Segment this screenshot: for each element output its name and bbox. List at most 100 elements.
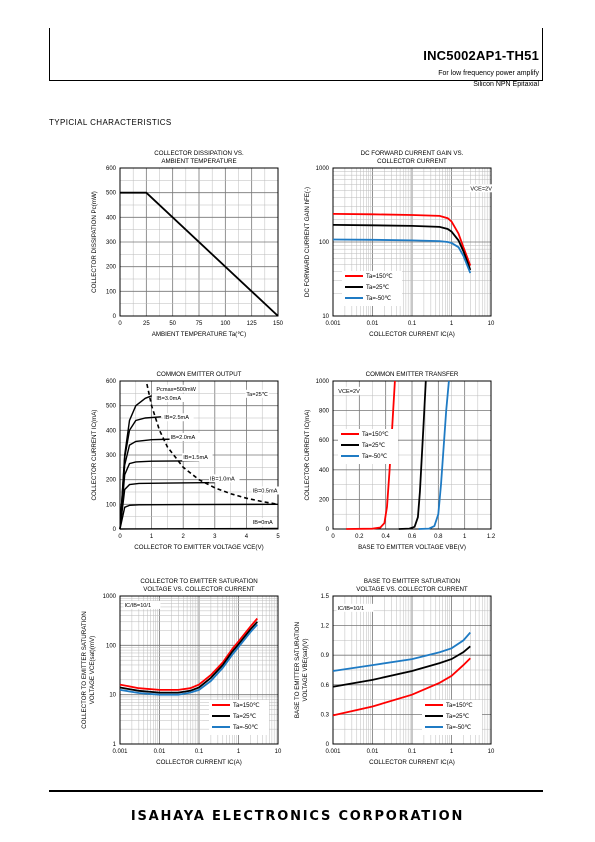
annotation-bg bbox=[245, 389, 270, 398]
x-tick-label: 2 bbox=[182, 534, 186, 540]
x-tick-label: 100 bbox=[220, 321, 231, 327]
y-tick-label: 0 bbox=[326, 742, 330, 748]
x-axis-label: COLLECTOR CURRENT IC(A) bbox=[369, 759, 455, 766]
chart-title: COLLECTOR TO EMITTER SATURATION bbox=[140, 578, 257, 585]
annotation-bg bbox=[155, 384, 196, 393]
annotation-bg bbox=[155, 393, 186, 402]
legend-label: Ta=25℃ bbox=[366, 285, 390, 291]
annotation-label: VCE=2V bbox=[470, 186, 492, 192]
chart-title: VOLTAGE VS. COLLECTOR CURRENT bbox=[356, 586, 468, 593]
x-tick-label: 50 bbox=[169, 321, 176, 327]
y-tick-label: 0 bbox=[113, 314, 117, 320]
y-tick-label: 1000 bbox=[316, 166, 330, 172]
x-tick-label: 1 bbox=[150, 534, 154, 540]
y-axis-label: DC FORWARD CURRENT GAIN hFE(-) bbox=[304, 187, 311, 297]
y-tick-label: 500 bbox=[106, 191, 117, 197]
x-tick-label: 0.01 bbox=[367, 749, 379, 755]
chart-title: COMMON EMITTER OUTPUT bbox=[157, 371, 242, 378]
y-tick-label: 100 bbox=[106, 289, 117, 295]
x-tick-label: 10 bbox=[275, 749, 282, 755]
x-tick-label: 1 bbox=[463, 534, 467, 540]
annotation-label: IC/IB=10/1 bbox=[125, 603, 152, 609]
annotation-bg bbox=[336, 603, 374, 612]
legend-label: Ta=150℃ bbox=[233, 703, 260, 709]
series-line bbox=[398, 380, 427, 530]
y-axis-label: COLLECTOR CURRENT IC(mA) bbox=[91, 410, 98, 501]
x-tick-label: 0.6 bbox=[408, 534, 417, 540]
series-line bbox=[119, 503, 279, 530]
description-line-1: For low frequency power amplify bbox=[438, 70, 539, 77]
x-tick-label: 10 bbox=[488, 749, 495, 755]
footer-rule bbox=[49, 790, 543, 792]
x-tick-label: 3 bbox=[213, 534, 217, 540]
annotation-bg bbox=[182, 453, 213, 462]
legend-label: Ta=-50℃ bbox=[233, 725, 259, 731]
y-tick-label: 100 bbox=[106, 502, 117, 508]
annotation-label: IB=1.0mA bbox=[210, 476, 235, 482]
x-axis-label: COLLECTOR CURRENT IC(A) bbox=[369, 331, 455, 338]
annotation-label: IB=0mA bbox=[253, 520, 273, 526]
x-tick-label: 75 bbox=[196, 321, 203, 327]
y-tick-label: 0.3 bbox=[321, 712, 330, 718]
y-tick-label: 1000 bbox=[103, 594, 117, 600]
part-number: INC5002AP1-TH51 bbox=[423, 48, 539, 63]
x-tick-label: 0 bbox=[118, 534, 122, 540]
x-tick-label: 0.01 bbox=[154, 749, 166, 755]
y-tick-label: 10 bbox=[322, 314, 329, 320]
x-axis-label: COLLECTOR CURRENT IC(A) bbox=[156, 759, 242, 766]
x-tick-label: 1 bbox=[450, 749, 454, 755]
series-line bbox=[119, 621, 258, 694]
chart-title: COLLECTOR DISSIPATION VS. bbox=[154, 150, 244, 157]
annotation-bg bbox=[469, 184, 494, 193]
annotation-bg bbox=[169, 432, 200, 441]
legend-label: Ta=-50℃ bbox=[362, 454, 388, 460]
legend-label: Ta=150℃ bbox=[446, 703, 473, 709]
chart-title: BASE TO EMITTER SATURATION bbox=[364, 578, 460, 585]
annotation-label: Ta=25℃ bbox=[246, 392, 268, 398]
y-tick-label: 0.9 bbox=[321, 653, 330, 659]
series-line bbox=[119, 438, 177, 530]
series-line bbox=[146, 383, 279, 506]
legend-label: Ta=150℃ bbox=[366, 274, 393, 280]
header-rule bbox=[49, 80, 543, 81]
plot-frame bbox=[332, 380, 492, 530]
x-tick-label: 1 bbox=[450, 321, 454, 327]
annotation-label: IB=2.0mA bbox=[171, 435, 196, 441]
chart-title: DC FORWARD CURRENT GAIN VS. bbox=[361, 150, 464, 157]
x-tick-label: 125 bbox=[247, 321, 258, 327]
plot-frame bbox=[119, 167, 279, 317]
x-tick-label: 25 bbox=[143, 321, 150, 327]
annotation-label: IB=3.0mA bbox=[156, 396, 181, 402]
x-tick-label: 1.2 bbox=[487, 534, 496, 540]
y-tick-label: 400 bbox=[106, 428, 117, 434]
y-axis-label: COLLECTOR CURRENT IC(mA) bbox=[304, 410, 311, 501]
annotation-bg bbox=[163, 413, 194, 422]
y-tick-label: 200 bbox=[106, 478, 117, 484]
x-axis-label: COLLECTOR TO EMITTER VOLTAGE VCE(V) bbox=[134, 544, 263, 551]
y-axis-label: VOLTAGE VBE(sat)(V) bbox=[302, 638, 309, 701]
legend-label: Ta=25℃ bbox=[233, 714, 257, 720]
x-axis-label: BASE TO EMITTER VOLTAGE VBE(V) bbox=[358, 544, 466, 551]
plot-frame bbox=[332, 595, 492, 745]
x-tick-label: 0.1 bbox=[408, 749, 417, 755]
legend-label: Ta=150℃ bbox=[362, 432, 389, 438]
y-tick-label: 100 bbox=[319, 240, 330, 246]
y-tick-label: 300 bbox=[106, 453, 117, 459]
chart-title: AMBIENT TEMPERATURE bbox=[161, 158, 236, 165]
plot-frame bbox=[119, 595, 279, 745]
series-line bbox=[119, 527, 279, 530]
y-tick-label: 1 bbox=[113, 742, 117, 748]
series-line bbox=[332, 645, 471, 688]
y-axis-label: BASE TO EMITTER SATURATION bbox=[294, 622, 301, 718]
annotation-label: IB=1.5mA bbox=[183, 455, 208, 461]
series-line bbox=[418, 380, 450, 530]
series-line bbox=[332, 224, 472, 271]
y-tick-label: 0 bbox=[326, 527, 330, 533]
y-axis-label: COLLECTOR TO EMITTER SATURATION bbox=[81, 611, 88, 728]
x-tick-label: 1 bbox=[237, 749, 241, 755]
x-tick-label: 150 bbox=[273, 321, 284, 327]
